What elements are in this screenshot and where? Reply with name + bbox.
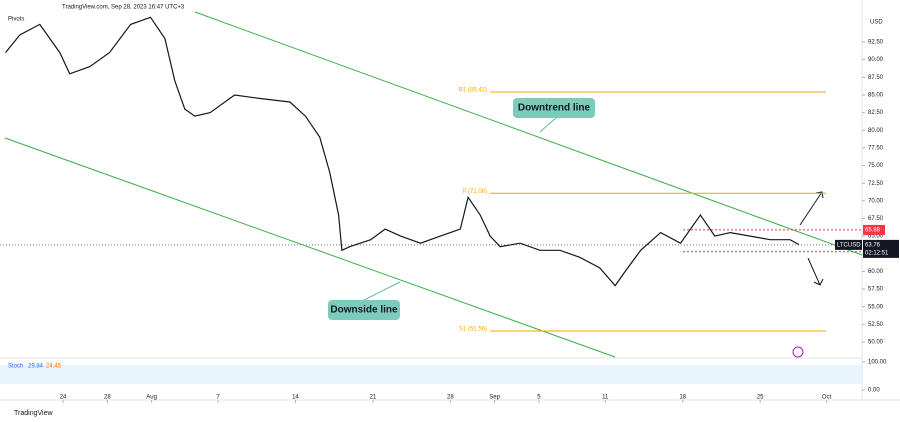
osc-tick-label: 0.00 <box>868 388 880 394</box>
currency: USD <box>870 20 883 26</box>
y-tick-label: 50.00 <box>868 340 884 346</box>
y-tick-label: 77.50 <box>868 145 884 151</box>
y-tick-label: 75.00 <box>868 163 884 169</box>
x-tick-label: 21 <box>370 395 377 401</box>
callout <box>328 300 400 320</box>
y-tick-label: 72.50 <box>868 181 884 187</box>
pivot-label: P (71.08) <box>462 189 487 195</box>
header: TradingView.com, Sep 28, 2023 16:47 UTC+… <box>62 5 185 11</box>
osc-value: 29.84 <box>28 364 44 370</box>
x-tick-label: 18 <box>679 395 686 401</box>
x-tick-label: Aug <box>146 395 157 401</box>
event-icon[interactable] <box>792 346 804 358</box>
last-price-tag <box>863 239 899 258</box>
x-tick-label: 5 <box>537 395 541 401</box>
y-tick-label: 55.00 <box>868 304 884 310</box>
downside-line <box>4 137 616 358</box>
pivot-label: R1 (85.42) <box>459 88 487 94</box>
y-tick-label: 92.50 <box>868 40 884 46</box>
x-tick-label: 28 <box>104 395 111 401</box>
x-tick-label: 14 <box>292 395 299 401</box>
y-tick-label: 65.00 <box>868 234 884 240</box>
x-tick-label: 24 <box>60 395 67 401</box>
x-tick-label: Sep <box>489 395 500 401</box>
y-tick-label: 67.50 <box>868 216 884 222</box>
level-tag <box>863 224 885 235</box>
countdown: 02:12:51 <box>865 250 889 256</box>
last-price-label: 63.76 <box>865 242 881 248</box>
y-tick-label: 52.50 <box>868 322 884 328</box>
osc-value: 24.45 <box>46 364 62 370</box>
downtrend-line <box>194 11 863 256</box>
y-tick-label: 57.50 <box>868 287 884 293</box>
osc-label: Stoch <box>8 364 23 370</box>
arrow-up <box>799 191 824 226</box>
pivot-label: S1 (51.56) <box>459 327 487 333</box>
x-tick-label: 28 <box>447 395 454 401</box>
callout <box>513 98 595 118</box>
y-tick-label: 80.00 <box>868 128 884 134</box>
symbol-tag <box>835 239 862 250</box>
y-tick-label: 87.50 <box>868 75 884 81</box>
level-label: 65.88 <box>865 228 881 234</box>
annotation: Downtrend line <box>518 103 591 114</box>
price-line <box>5 16 800 287</box>
osc-band <box>0 365 862 384</box>
x-tick-label: 11 <box>602 395 609 401</box>
y-tick-label: 82.50 <box>868 110 884 116</box>
symbol-label: LTCUSD <box>837 242 861 248</box>
y-tick-label: 90.00 <box>868 57 884 63</box>
y-tick-label: 85.00 <box>868 93 884 99</box>
brand: TradingView <box>14 410 53 417</box>
x-tick-label: Oct <box>822 395 832 401</box>
arrow-down <box>807 257 824 286</box>
callout-pointer <box>539 116 558 133</box>
y-tick-label: 70.00 <box>868 198 884 204</box>
osc-tick-label: 100.00 <box>868 360 887 366</box>
x-tick-label: 7 <box>216 395 220 401</box>
x-tick-label: 25 <box>757 395 764 401</box>
annotation: Downside line <box>330 305 398 316</box>
callout-pointer <box>359 281 401 303</box>
y-tick-label: 60.00 <box>868 269 884 275</box>
indicator-label: Pivots <box>8 17 24 23</box>
